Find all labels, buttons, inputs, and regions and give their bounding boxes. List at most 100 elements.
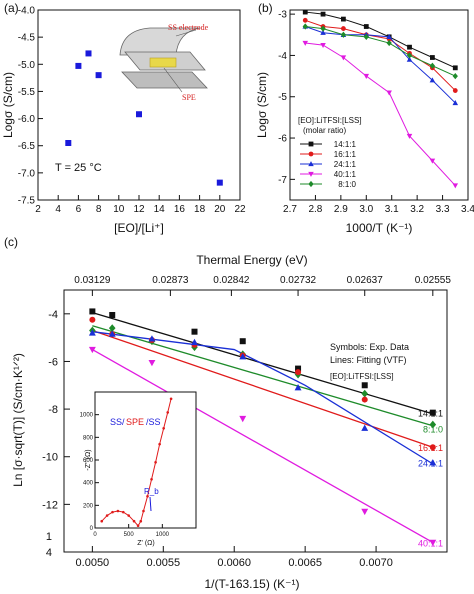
- top-tick-label: 0.02637: [347, 275, 384, 286]
- series-line: [305, 11, 456, 69]
- legend-label: 40:1:1: [334, 170, 357, 179]
- panel-c-ylabel: Ln [σ·sqrt(T)] (S/cm·K¹ᐟ²): [11, 353, 25, 487]
- nyquist-point: [162, 426, 165, 430]
- nyquist-point: [127, 514, 130, 517]
- data-point: [361, 382, 368, 389]
- nyquist-inset-frame: [94, 391, 197, 529]
- data-point: [85, 50, 92, 57]
- y-tick-label: -10: [42, 452, 58, 464]
- x-tick-label: 8: [96, 204, 102, 215]
- top-tick-label: 0.02555: [415, 275, 452, 286]
- data-point: [320, 42, 326, 48]
- legend-label: 14:1:1: [334, 140, 357, 149]
- fit-line: [92, 348, 434, 544]
- data-point: [295, 365, 302, 372]
- y-tick-label: -6.0: [18, 114, 36, 125]
- x-tick-label: 3.3: [436, 204, 450, 215]
- data-point: [108, 330, 116, 337]
- nyquist-point: [158, 442, 161, 446]
- panel-c-frame: [63, 289, 448, 553]
- panel-c-top-xlabel: Thermal Energy (eV): [196, 253, 307, 267]
- data-point: [148, 359, 156, 367]
- x-tick-label: 2.9: [334, 204, 348, 215]
- legend-marker: [308, 171, 314, 177]
- inset-y-tick-label: 400: [83, 481, 94, 487]
- y-tick-label: -5: [278, 92, 287, 103]
- nyquist-rb-arrow: [149, 496, 152, 512]
- data-point: [429, 77, 436, 83]
- panel-b-chart: 2.7 2.8 2.9 3.0 3.1 3.2 3.3 3.4 -7 -6 -5 -4 -3 [EO]…: [255, 9, 474, 235]
- data-point: [65, 140, 72, 146]
- x-tick-label: 6: [76, 204, 82, 215]
- top-tick-label: 0.02842: [213, 275, 250, 286]
- series-line: [305, 26, 456, 77]
- data-point: [89, 308, 96, 315]
- data-point: [295, 369, 302, 376]
- top-tick-label: 0.02732: [280, 275, 317, 286]
- legend-marker: [308, 151, 314, 157]
- inset-x-tick-label: 0: [93, 532, 97, 538]
- data-point: [452, 183, 459, 189]
- data-point: [429, 409, 436, 416]
- data-point: [148, 335, 156, 342]
- fit-line: [92, 329, 434, 448]
- x-tick-label: 14: [154, 204, 166, 215]
- data-point: [302, 9, 308, 15]
- y-tick-label: -6: [278, 134, 287, 145]
- nyquist-point: [150, 477, 153, 481]
- panel-c-extra-ytick-1: 1: [46, 531, 52, 543]
- y-tick-label: -6.5: [18, 141, 36, 152]
- x-tick-label: 2.7: [283, 204, 297, 215]
- data-point: [407, 44, 412, 50]
- panel-a-chart: 2 4 6 8 10 12 14 16 18 20 22 -7.5 -7.0 -6.5 -6.0 -5.5 -…: [1, 6, 246, 236]
- fit-line: [92, 331, 434, 465]
- data-point: [191, 338, 198, 346]
- data-point: [320, 25, 326, 32]
- y-tick-label: -5.0: [18, 60, 36, 71]
- data-point: [363, 24, 369, 29]
- ss-electrode-top: [119, 27, 201, 56]
- inset-y-tick-label: 800: [83, 435, 94, 441]
- y-tick-label: -4.5: [18, 33, 36, 44]
- nyquist-rb-annotation: R_b: [144, 487, 159, 496]
- data-point: [386, 90, 392, 96]
- legend-label: 8:1:0: [338, 180, 356, 189]
- data-point: [340, 55, 347, 61]
- y-tick-label: -8: [48, 404, 58, 416]
- data-point: [361, 396, 368, 403]
- nyquist-point: [111, 510, 114, 514]
- x-tick-label: 3.2: [410, 204, 424, 215]
- series-line: [305, 19, 456, 91]
- x-tick-label: 0.0070: [359, 557, 393, 569]
- nyquist-ylabel: -Z'' (Ω): [85, 449, 92, 470]
- series-label: 16:1:1: [418, 443, 443, 453]
- x-tick-label: 16: [174, 204, 186, 215]
- data-point: [239, 338, 246, 345]
- legend-label: 16:1:1: [334, 150, 357, 159]
- data-point: [386, 33, 392, 40]
- panel-c-legend-line-2: Lines: Fitting (VTF): [330, 355, 407, 365]
- inset-x-tick-label: 1000: [156, 532, 170, 538]
- data-point: [429, 459, 437, 466]
- nyquist-point: [121, 510, 125, 514]
- x-tick-label: 3.0: [359, 204, 373, 215]
- data-point: [361, 424, 369, 431]
- data-point: [294, 384, 302, 391]
- data-point: [108, 324, 116, 333]
- y-tick-label: -3: [278, 10, 287, 21]
- electrode-sketch: [119, 27, 208, 93]
- data-point: [386, 39, 392, 47]
- data-point: [429, 158, 436, 164]
- data-point: [429, 62, 436, 69]
- series-label: 24:1:1: [418, 459, 443, 469]
- nyquist-point: [169, 397, 173, 401]
- data-point: [363, 73, 370, 79]
- data-point: [429, 539, 437, 547]
- data-point: [89, 316, 96, 323]
- top-tick-label: 0.03129: [74, 275, 111, 286]
- data-point: [429, 444, 436, 451]
- x-tick-label: 22: [234, 204, 246, 215]
- y-tick-label: -12: [42, 499, 58, 511]
- data-point: [216, 179, 223, 186]
- x-tick-label: 3.1: [385, 204, 399, 215]
